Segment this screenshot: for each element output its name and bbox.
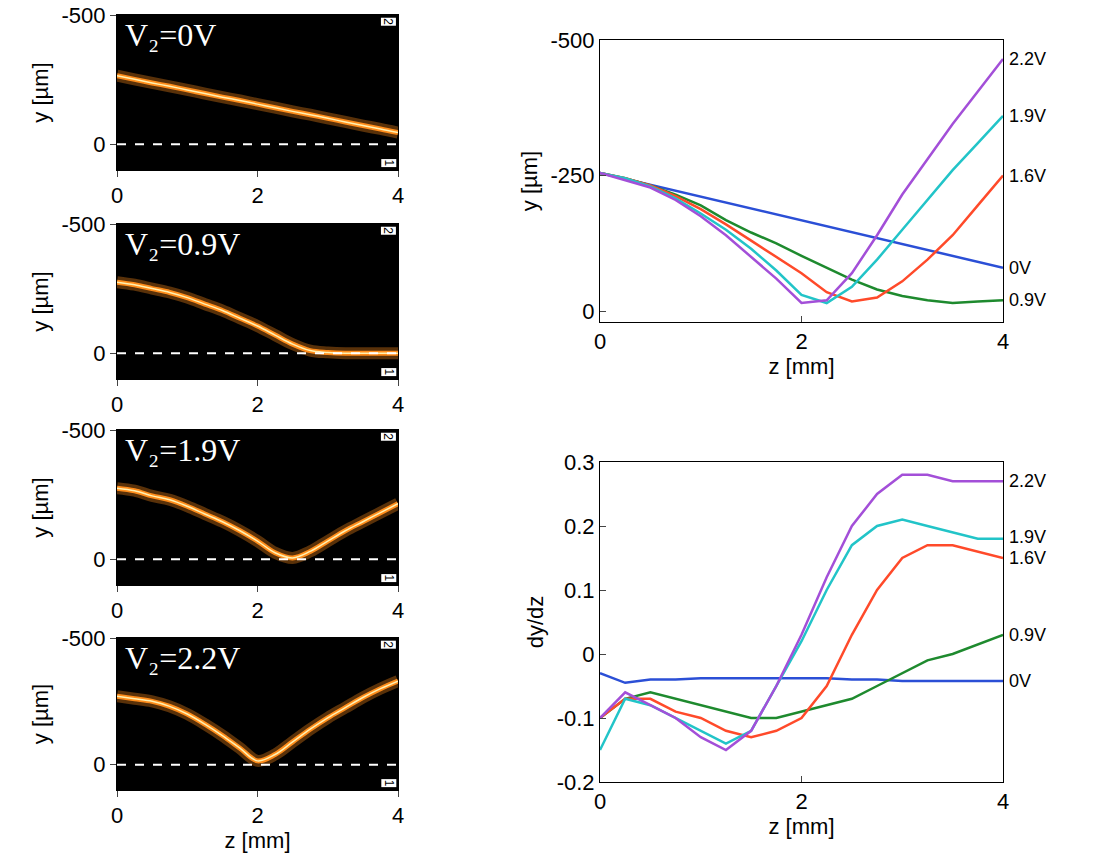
svg-text:0.1: 0.1: [564, 578, 595, 603]
svg-text:0.9V: 0.9V: [1009, 625, 1046, 645]
svg-text:dy/dz: dy/dz: [523, 596, 548, 649]
svg-text:0.9V: 0.9V: [1009, 290, 1046, 310]
svg-text:4: 4: [392, 598, 404, 623]
svg-text:y [µm]: y [µm]: [28, 477, 53, 537]
svg-text:y [µm]: y [µm]: [28, 62, 53, 122]
svg-text:V₂=1.9V: V₂=1.9V: [125, 432, 240, 468]
svg-text:1.9V: 1.9V: [1009, 527, 1046, 547]
svg-text:z [mm]: z [mm]: [769, 814, 835, 839]
svg-text:-500: -500: [62, 3, 106, 28]
svg-text:-500: -500: [62, 212, 106, 237]
svg-text:2: 2: [251, 392, 263, 417]
svg-text:V₂=0.9V: V₂=0.9V: [125, 226, 240, 262]
svg-text:-0.1: -0.1: [557, 706, 595, 731]
svg-text:0: 0: [93, 752, 105, 777]
svg-text:0V: 0V: [1009, 671, 1031, 691]
svg-text:2: 2: [381, 18, 395, 25]
svg-text:0: 0: [594, 329, 606, 354]
svg-text:4: 4: [392, 803, 404, 828]
svg-text:1.6V: 1.6V: [1009, 166, 1046, 186]
svg-text:0: 0: [582, 299, 594, 324]
svg-text:z [mm]: z [mm]: [225, 828, 291, 853]
svg-text:2: 2: [251, 183, 263, 208]
svg-text:-0.2: -0.2: [557, 770, 595, 795]
svg-text:z [mm]: z [mm]: [769, 354, 835, 379]
svg-text:0: 0: [111, 392, 123, 417]
svg-text:-500: -500: [551, 28, 595, 53]
svg-text:y [µm]: y [µm]: [28, 271, 53, 331]
svg-text:0V: 0V: [1009, 258, 1031, 278]
svg-text:1: 1: [382, 160, 396, 167]
svg-text:4: 4: [997, 329, 1009, 354]
svg-text:y [µm]: y [µm]: [517, 151, 542, 211]
svg-text:2: 2: [381, 227, 395, 234]
svg-text:0: 0: [111, 598, 123, 623]
svg-text:2: 2: [381, 433, 395, 440]
svg-text:y [µm]: y [µm]: [28, 684, 53, 744]
svg-text:0: 0: [111, 183, 123, 208]
svg-text:0: 0: [93, 341, 105, 366]
svg-text:1: 1: [382, 369, 396, 376]
svg-text:0: 0: [111, 803, 123, 828]
svg-text:0: 0: [594, 789, 606, 814]
svg-text:-250: -250: [551, 163, 595, 188]
svg-text:2: 2: [251, 598, 263, 623]
svg-text:4: 4: [392, 183, 404, 208]
svg-text:2.2V: 2.2V: [1009, 471, 1046, 491]
svg-text:V₂=0V: V₂=0V: [125, 17, 216, 53]
svg-text:2: 2: [381, 641, 395, 648]
svg-text:0: 0: [93, 547, 105, 572]
svg-text:2: 2: [795, 329, 807, 354]
svg-text:1.9V: 1.9V: [1009, 106, 1046, 126]
svg-text:4: 4: [392, 392, 404, 417]
svg-text:-500: -500: [62, 418, 106, 443]
svg-text:-500: -500: [62, 626, 106, 651]
svg-text:0.2: 0.2: [564, 514, 595, 539]
svg-text:2.2V: 2.2V: [1009, 49, 1046, 69]
svg-text:0: 0: [582, 642, 594, 667]
svg-text:V₂=2.2V: V₂=2.2V: [125, 640, 240, 676]
svg-text:1: 1: [382, 575, 396, 582]
svg-text:2: 2: [251, 803, 263, 828]
svg-text:1.6V: 1.6V: [1009, 548, 1046, 568]
svg-text:0.3: 0.3: [564, 450, 595, 475]
svg-text:2: 2: [795, 789, 807, 814]
svg-text:0: 0: [93, 132, 105, 157]
svg-text:1: 1: [382, 780, 396, 787]
svg-text:4: 4: [997, 789, 1009, 814]
